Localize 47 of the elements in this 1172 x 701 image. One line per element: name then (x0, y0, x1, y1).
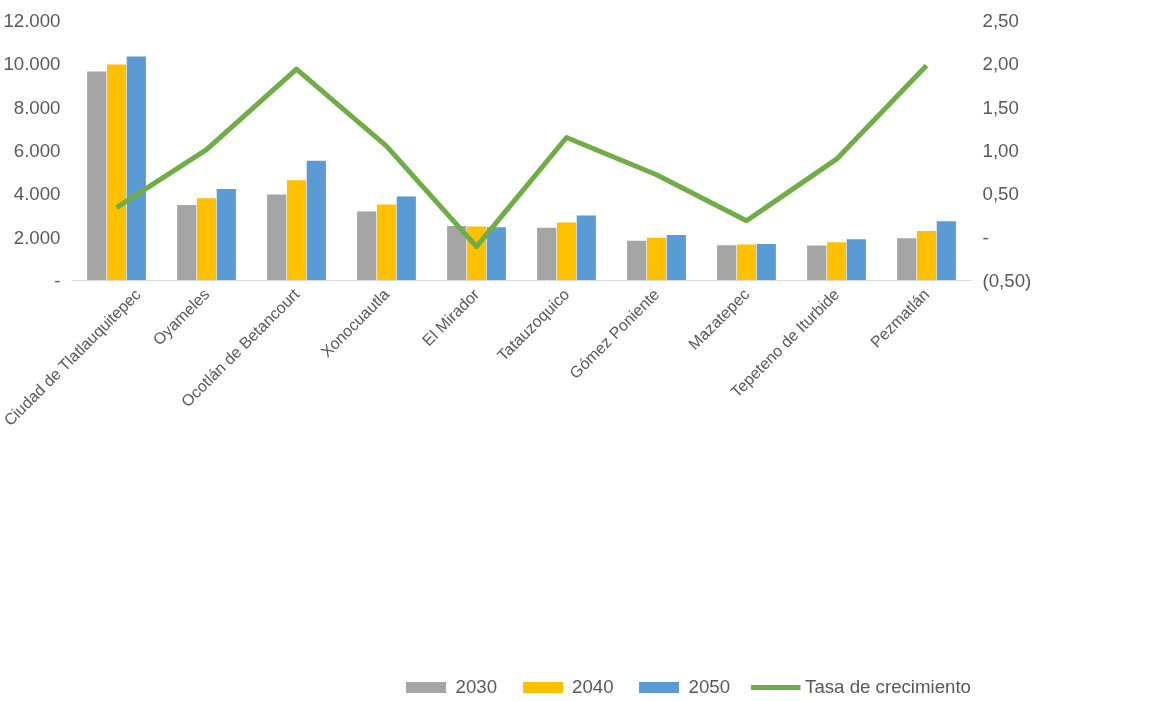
bar (177, 204, 197, 281)
legend-label: 2030 (455, 676, 498, 698)
legend-label: 2050 (688, 676, 731, 698)
bar (666, 235, 686, 281)
bar (916, 230, 937, 281)
y2-tick-label: (0,50) (982, 270, 1032, 291)
bar (846, 239, 866, 281)
bar (756, 244, 776, 281)
bar (576, 215, 596, 281)
bar (537, 227, 557, 281)
bar (556, 222, 577, 281)
bar (306, 160, 326, 281)
bar (646, 237, 667, 281)
y2-tick-label: 2,00 (982, 53, 1019, 75)
bar (267, 194, 287, 281)
bar (447, 226, 467, 281)
bar (196, 198, 217, 281)
bar (396, 196, 416, 281)
bar (286, 180, 307, 281)
y-tick-label: 2.000 (13, 226, 61, 248)
y2-tick-label: - (982, 226, 989, 248)
legend-label: 2040 (572, 676, 614, 698)
y-tick-label: 12.000 (3, 10, 61, 31)
bar (87, 71, 107, 281)
bar (627, 240, 647, 281)
bar (897, 238, 917, 281)
y-tick-label: 6.000 (13, 140, 61, 161)
bar (807, 245, 827, 281)
y-tick-label: 8.000 (13, 96, 61, 118)
legend-label: Tasa de crecimiento (805, 676, 971, 698)
bar (126, 56, 146, 281)
bar (486, 227, 506, 281)
bar (216, 189, 236, 281)
y2-tick-label: 2,50 (982, 10, 1019, 31)
bar (936, 221, 956, 281)
bar (357, 211, 377, 281)
y2-tick-label: 1,00 (982, 140, 1019, 161)
bar (717, 245, 737, 281)
bar (106, 64, 127, 281)
y-tick-label: - (54, 270, 61, 291)
y2-tick-label: 0,50 (982, 183, 1019, 205)
bar (376, 204, 397, 281)
y-tick-label: 10.000 (3, 53, 61, 75)
bar (736, 244, 757, 281)
y2-tick-label: 1,50 (982, 96, 1019, 118)
y-tick-label: 4.000 (13, 183, 61, 205)
bar (826, 242, 847, 281)
